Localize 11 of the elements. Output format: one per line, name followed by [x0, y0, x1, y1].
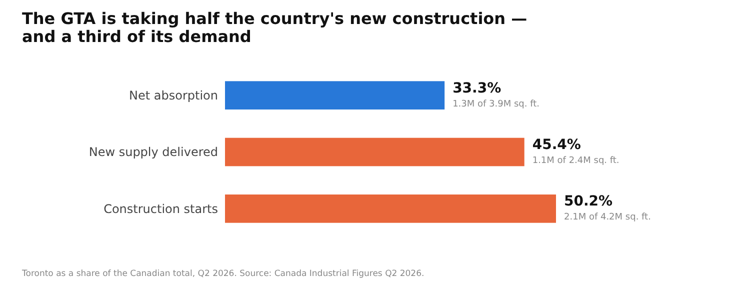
- y-tick-label: Construction starts: [104, 202, 218, 216]
- data-label: 45.4%: [532, 137, 581, 153]
- text: Toronto as a share of the Canadian total, Q2 2026. Source: Canada Industrial Figures Q2 2026.: [21, 269, 424, 279]
- annotation: 1.1M of 2.4M sq. ft.: [532, 156, 620, 166]
- y-tick-label: New supply delivered: [88, 145, 218, 160]
- annotation: 1.3M of 3.9M sq. ft.: [452, 99, 540, 110]
- annotation: 2.1M of 4.2M sq. ft.: [564, 212, 651, 223]
- y-tick-label: Net absorption: [129, 88, 218, 103]
- data-label: 50.2%: [564, 194, 613, 210]
- data-label: 33.3%: [452, 80, 502, 96]
- chart-title: The GTA is taking half the country's new construction — and a third of its demand: [22, 9, 528, 46]
